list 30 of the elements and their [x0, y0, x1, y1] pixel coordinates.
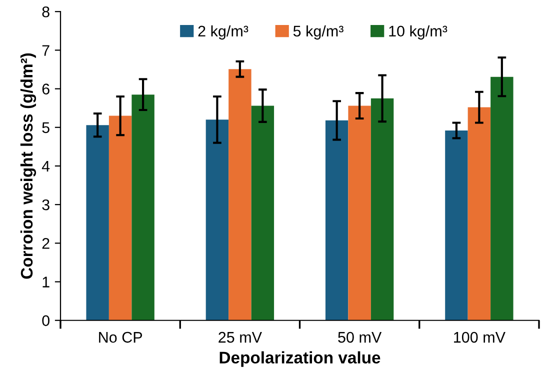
- bar: [86, 125, 109, 320]
- x-tick-label: 25 mV: [218, 332, 262, 343]
- bar: [490, 76, 514, 320]
- bar: [370, 98, 394, 320]
- bar: [206, 120, 229, 320]
- bar: [132, 94, 154, 320]
- y-tick-label: 4: [42, 161, 50, 172]
- y-tick-label: 0: [42, 315, 50, 326]
- bar: [325, 120, 348, 320]
- bar: [108, 116, 132, 320]
- bar: [251, 106, 274, 320]
- x-axis-title: Depolarization value: [220, 351, 380, 367]
- y-tick-label: 7: [42, 45, 50, 56]
- y-tick-label: 1: [42, 276, 50, 288]
- bar: [348, 106, 371, 320]
- y-tick-label: 3: [42, 199, 50, 210]
- legend-label: 10 kg/m³: [389, 25, 448, 40]
- bar: [228, 69, 252, 320]
- y-axis-title: Corroion weight loss (g/dm²): [20, 53, 36, 279]
- legend-label: 2 kg/m³: [198, 25, 248, 40]
- y-tick-label: 5: [42, 122, 50, 134]
- y-tick-label: 6: [42, 84, 50, 94]
- y-tick-label: 2: [42, 238, 50, 249]
- bar: [445, 130, 468, 320]
- x-tick-label: 50 mV: [338, 332, 382, 343]
- x-tick-label: 100 mV: [454, 332, 506, 343]
- y-tick-label: 8: [42, 6, 50, 18]
- bar: [468, 107, 491, 320]
- legend-label: 5 kg/m³: [293, 25, 344, 40]
- x-tick-label: No CP: [99, 332, 142, 343]
